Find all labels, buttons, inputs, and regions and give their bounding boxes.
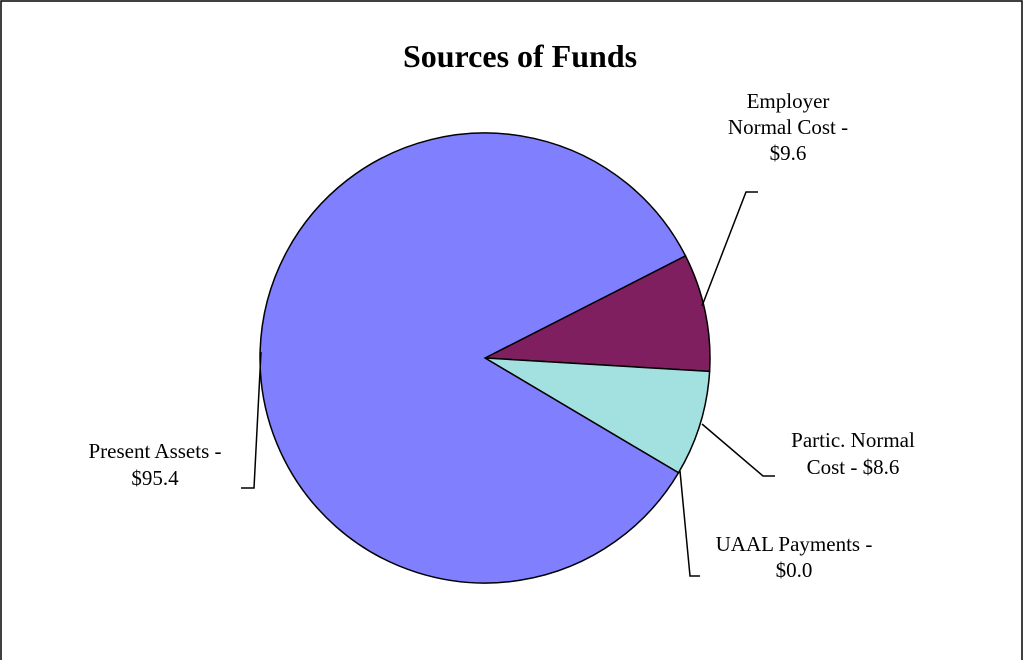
label-uaal-payments: UAAL Payments -$0.0 [716, 532, 873, 582]
label-present-assets-line: $95.4 [131, 466, 179, 490]
label-uaal-payments-line: UAAL Payments - [716, 532, 873, 556]
slice-labels: Present Assets - $95.4 Employer Normal Cost… [89, 89, 915, 582]
label-employer-normal-cost-line: Normal Cost - [728, 115, 848, 139]
leader-uaal [679, 470, 700, 577]
label-present-assets-line: Present Assets - [89, 439, 222, 463]
leader-present-assets [241, 351, 262, 489]
leader-partic [701, 423, 775, 477]
label-partic-normal-cost-line: Partic. Normal [791, 428, 915, 452]
slice-partic-normal-cost [484, 357, 711, 474]
label-employer-normal-cost: Employer Normal Cost -$9.6 [728, 89, 848, 165]
leader-employer [701, 191, 758, 307]
label-partic-normal-cost: Partic. Normal Cost - $8.6 [791, 428, 915, 479]
label-employer-normal-cost-line: $9.6 [770, 141, 807, 165]
slices-layer [259, 132, 711, 584]
label-employer-normal-cost-line: Employer [747, 89, 830, 113]
slice-present-assets [259, 132, 687, 584]
slice-employer-normal-cost [482, 254, 711, 373]
leader-lines [241, 191, 775, 577]
label-present-assets: Present Assets - $95.4 [89, 439, 222, 490]
label-uaal-payments-line: $0.0 [776, 558, 813, 582]
label-partic-normal-cost-line: Cost - $8.6 [807, 455, 900, 479]
chart-title: Sources of Funds [403, 38, 637, 74]
